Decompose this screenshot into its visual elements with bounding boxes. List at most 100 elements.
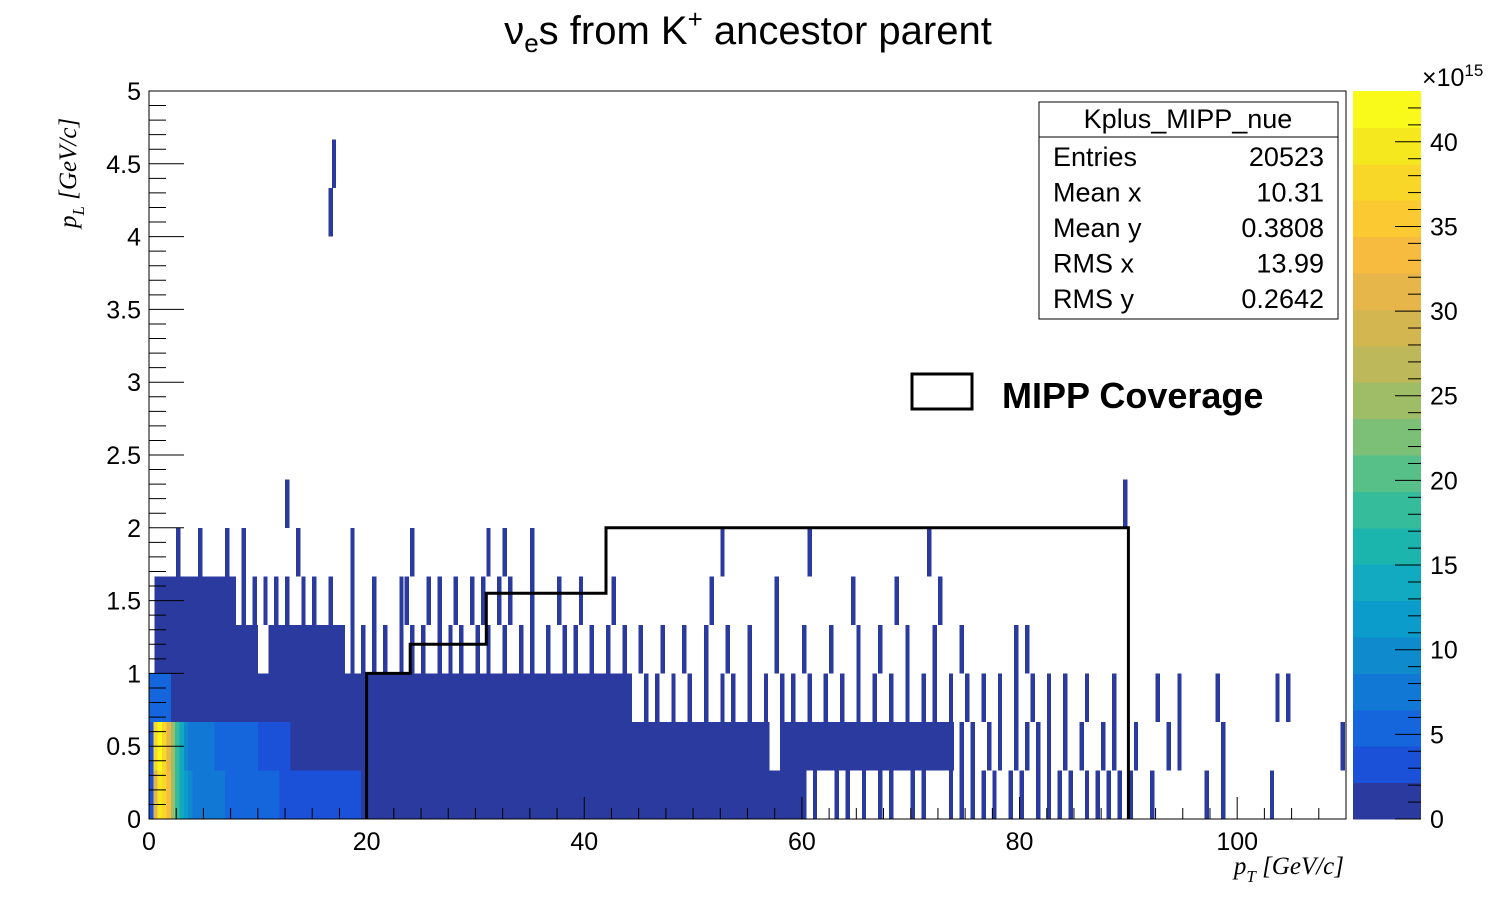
heatmap-bin [1063,673,1068,722]
heatmap-bin [497,576,502,625]
heatmap-bin [638,624,644,674]
heatmap-bin [720,527,725,577]
colorbar-segment [1353,200,1421,238]
heatmap-bin [1220,770,1226,819]
heatmap-sparse-bins [176,139,1345,819]
heatmap-bin [241,576,246,625]
heatmap-bin [1068,770,1073,819]
heatmap-bin [840,673,845,722]
colorbar-segment [1353,564,1421,602]
stats-row-value: 0.3808 [1241,213,1324,243]
heatmap-bin [682,624,687,674]
heatmap-cell [188,721,215,771]
colorbar-segment [1353,455,1421,492]
stats-box: Kplus_MIPP_nue Entries 20523 Mean x 10.31 Me… [1038,101,1339,320]
heatmap-bin [1101,721,1106,771]
heatmap-bin [861,770,867,819]
heatmap-bin [791,673,796,722]
colorbar-tick-label: 25 [1430,383,1458,411]
heatmap-bin [361,624,366,674]
colorbar-segment [1353,382,1421,420]
heatmap-bin [644,673,649,722]
colorbar-segment [1353,782,1421,820]
stats-row-label: Entries [1053,142,1137,172]
heatmap-bin [470,576,475,625]
heatmap-cell [179,770,184,819]
y-tick-label: 2 [127,515,141,543]
heatmap-bin [937,576,943,625]
colorbar-exponent-base: ×10 [1422,64,1464,92]
colorbar-segment [1353,637,1421,674]
heatmap-bin [965,673,970,722]
colorbar-segment [1353,673,1421,711]
heatmap-bin [948,770,954,819]
heatmap-bin [627,673,633,722]
y-label-unit: [GeV/c] [55,118,82,206]
x-tick-label: 20 [353,828,381,856]
heatmap-bin [704,624,709,674]
heatmap-bin [932,673,937,722]
y-tick-label: 4 [127,224,141,252]
heatmap-cell [162,770,167,819]
heatmap-bin [921,770,926,819]
heatmap-bin [834,770,839,819]
heatmap-bin [241,527,246,577]
heatmap-bin [437,624,442,674]
stats-row-value: 13.99 [1256,249,1324,279]
x-axis: 0 20 40 60 80 100 [142,797,1347,856]
heatmap-bin [198,527,203,577]
title-middle: s from K [539,9,688,53]
title-k-superscript: + [688,4,703,34]
heatmap-cell [149,770,154,819]
heatmap-bin [763,673,769,722]
colorbar-tick-label: 15 [1430,552,1458,580]
heatmap-bin [1112,673,1117,722]
heatmap-bin [372,624,377,674]
stats-row-label: Mean y [1053,213,1142,243]
heatmap-bin [312,576,317,625]
y-tick-label: 2.5 [106,442,141,470]
heatmap-bin [410,624,415,674]
legend-label: MIPP Coverage [1002,375,1263,416]
heatmap-bin [529,576,535,625]
heatmap-bin [959,624,965,674]
heatmap-bin [1014,673,1019,722]
y-tick-label: 1.5 [106,588,141,616]
x-tick-label: 80 [1006,828,1034,856]
y-axis: 0 0.5 1 1.5 2 2.5 3 3.5 4 4.5 5 [106,78,184,834]
heatmap-bin [774,624,780,674]
heatmap-bin [823,673,829,722]
heatmap-bin [1084,770,1090,819]
colorbar-segment [1353,527,1421,565]
stats-row-label: RMS y [1053,284,1135,314]
heatmap-bin [1166,721,1171,771]
heatmap-bin [372,576,377,625]
x-label-unit: [GeV/c] [1256,853,1344,880]
heatmap-bin [252,576,257,625]
colorbar-segment [1353,236,1421,274]
heatmap-cell [183,770,189,819]
heatmap-bin [1046,721,1052,771]
heatmap-bin [295,527,301,577]
title-nu: ν [504,9,524,53]
chart-title: νes from K+ ancestor parent [504,4,992,58]
heatmap-bin [660,624,665,674]
heatmap-bin [1133,721,1139,771]
heatmap-bin [274,576,279,625]
heatmap-cell [170,770,176,819]
colorbar-tick-label: 30 [1430,298,1458,326]
colorbar-segment [1353,418,1421,456]
heatmap-cell [361,770,802,819]
heatmap-cell [166,770,171,819]
heatmap-bin [1046,673,1052,722]
heatmap-bin [611,576,616,625]
heatmap-bin [480,576,486,625]
heatmap-bin [1079,721,1084,771]
heatmap-cell [257,721,291,771]
heatmap-bin [519,624,524,674]
heatmap-bin [1128,770,1133,819]
heatmap-cell [153,770,158,819]
heatmap-bin [285,479,290,528]
heatmap-bin [970,770,975,819]
heatmap-cell [192,770,226,819]
